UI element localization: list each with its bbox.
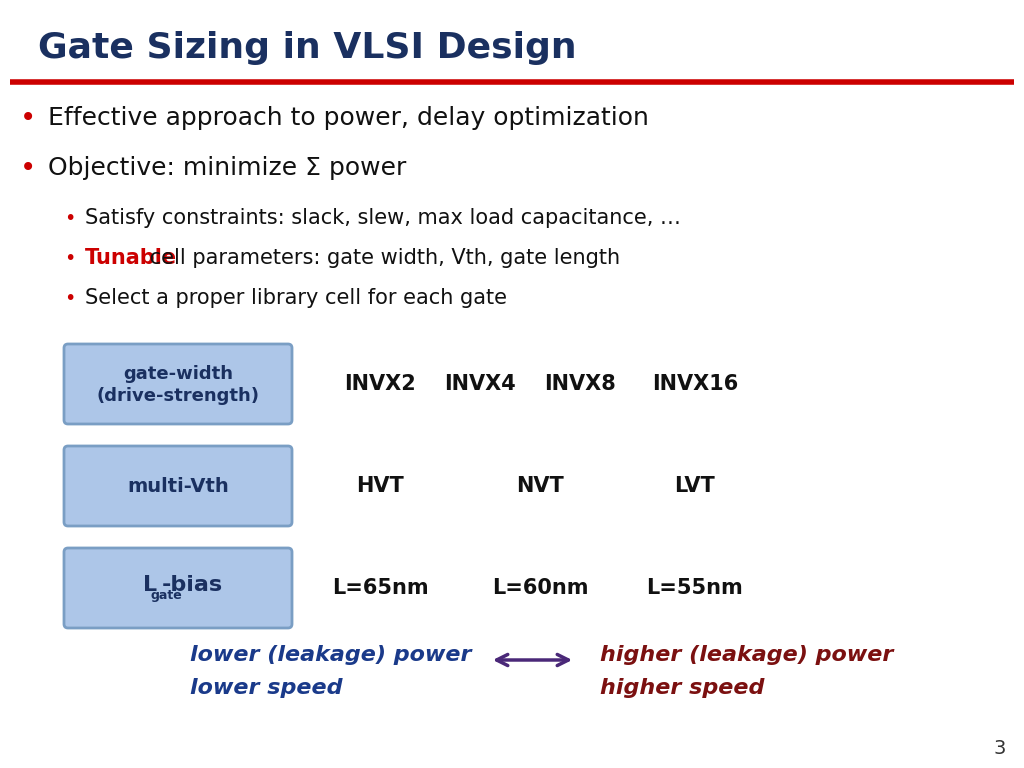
- Text: gate: gate: [151, 588, 182, 601]
- Text: L: L: [143, 575, 157, 595]
- FancyBboxPatch shape: [63, 344, 292, 424]
- Text: INVX16: INVX16: [652, 374, 738, 394]
- Text: Effective approach to power, delay optimization: Effective approach to power, delay optim…: [48, 106, 649, 130]
- Text: lower (leakage) power: lower (leakage) power: [190, 645, 471, 665]
- Text: •: •: [19, 104, 36, 132]
- Text: Gate Sizing in VLSI Design: Gate Sizing in VLSI Design: [38, 31, 577, 65]
- Text: higher speed: higher speed: [600, 678, 764, 698]
- Text: NVT: NVT: [516, 476, 564, 496]
- Text: L=65nm: L=65nm: [332, 578, 428, 598]
- Text: INVX8: INVX8: [544, 374, 615, 394]
- Text: -bias: -bias: [162, 575, 222, 595]
- Text: •: •: [65, 289, 76, 307]
- Text: L=55nm: L=55nm: [646, 578, 743, 598]
- Text: multi-Vth: multi-Vth: [127, 476, 229, 495]
- Text: cell parameters: gate width, Vth, gate length: cell parameters: gate width, Vth, gate l…: [143, 248, 621, 268]
- Text: •: •: [19, 154, 36, 182]
- Text: (drive-strength): (drive-strength): [96, 387, 259, 405]
- Text: Satisfy constraints: slack, slew, max load capacitance, …: Satisfy constraints: slack, slew, max lo…: [85, 208, 681, 228]
- Text: Tunable: Tunable: [85, 248, 177, 268]
- Text: HVT: HVT: [356, 476, 403, 496]
- Text: higher (leakage) power: higher (leakage) power: [600, 645, 893, 665]
- FancyBboxPatch shape: [63, 548, 292, 628]
- Text: lower speed: lower speed: [190, 678, 342, 698]
- Text: INVX2: INVX2: [344, 374, 416, 394]
- Text: •: •: [65, 208, 76, 227]
- FancyBboxPatch shape: [63, 446, 292, 526]
- Text: Select a proper library cell for each gate: Select a proper library cell for each ga…: [85, 288, 507, 308]
- Text: Objective: minimize Σ power: Objective: minimize Σ power: [48, 156, 407, 180]
- Text: LVT: LVT: [675, 476, 716, 496]
- Text: gate-width: gate-width: [123, 365, 233, 383]
- Text: INVX4: INVX4: [444, 374, 516, 394]
- Text: •: •: [65, 249, 76, 267]
- Text: 3: 3: [994, 739, 1007, 757]
- Text: L=60nm: L=60nm: [492, 578, 588, 598]
